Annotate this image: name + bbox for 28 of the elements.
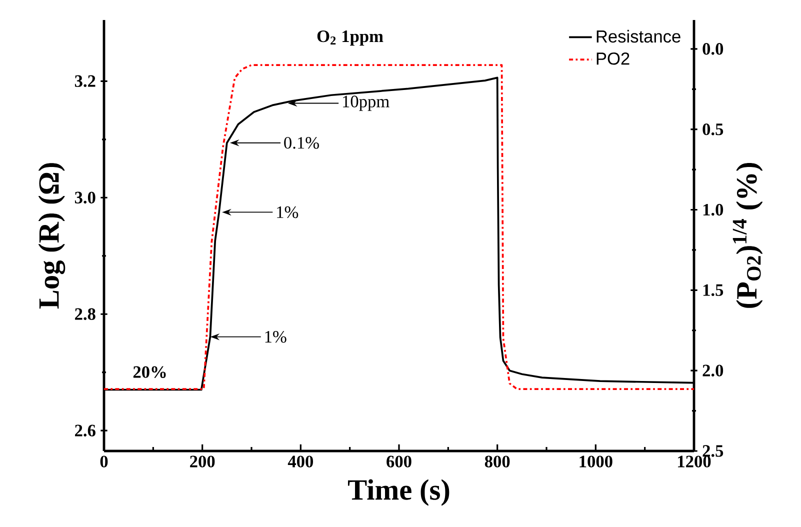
annotation: 1% [277,206,298,218]
x-tick-label: 600 [386,456,412,468]
y2-tick-label: 0.0 [702,43,724,55]
y2-tick-label: 0.5 [702,123,724,136]
x-tick-label: 0 [100,456,108,468]
legend-label: PO2 [596,52,630,65]
y-tick-label: 2.8 [75,308,96,320]
x-tick-label: 200 [190,456,215,468]
y-axis-title: Log (R) (Ω) [38,163,66,309]
y2-axis-title: (P$_{O2}$)$^{1/4}$ (%) [732,163,763,308]
annotation: 20% [133,366,166,378]
y-tick-label: 3.0 [74,192,96,204]
annotation: 1% [265,330,286,343]
annotation: 0.1% [284,136,319,149]
x-tick-label: 1000 [580,456,612,468]
x-tick-label: 1200 [678,456,711,468]
annotation: O$_{2}$ 1ppm [317,30,384,46]
legend-label: Resistance [596,30,680,43]
x-tick-label: 400 [288,456,314,468]
y-tick-label: 2.6 [75,424,96,436]
y2-tick-label: 1.5 [703,284,724,296]
annotation: 10ppm [343,96,390,111]
x-axis-title: Time (s) [348,479,450,506]
y-tick-label: 3.2 [74,75,96,88]
y2-tick-label: 1.0 [703,204,724,216]
y2-tick-label: 2.5 [702,445,724,457]
x-tick-label: 800 [484,456,510,468]
y2-tick-label: 2.0 [702,364,724,376]
